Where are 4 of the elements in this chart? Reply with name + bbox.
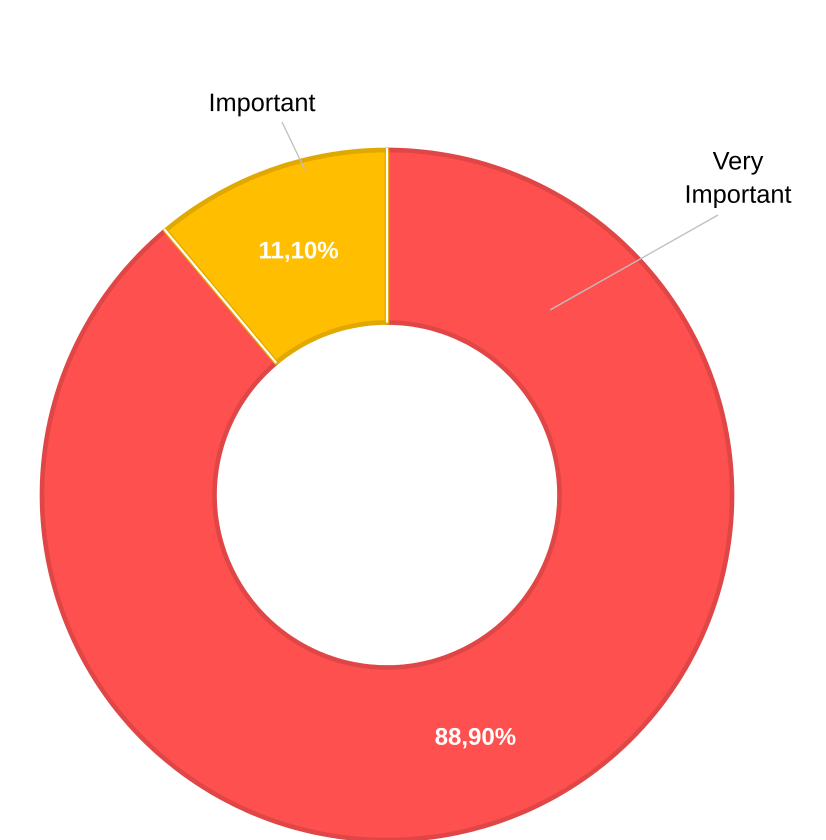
slice-label: Very Important <box>686 152 792 208</box>
data-label: 88,90% <box>435 728 516 748</box>
data-label: 11,10% <box>260 242 338 262</box>
slice-label: Important <box>210 94 316 116</box>
